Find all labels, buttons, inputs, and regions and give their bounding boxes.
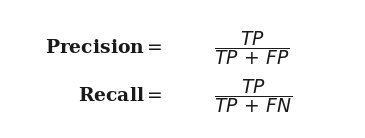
Text: Recall$=$: Recall$=$ bbox=[78, 87, 163, 105]
Text: $\dfrac{\mathit{TP}}{\mathit{TP}\,+\,\mathit{FN}}$: $\dfrac{\mathit{TP}}{\mathit{TP}\,+\,\ma… bbox=[214, 77, 293, 115]
Text: $\dfrac{\mathit{TP}}{\mathit{TP}\,+\,\mathit{FP}}$: $\dfrac{\mathit{TP}}{\mathit{TP}\,+\,\ma… bbox=[214, 30, 290, 67]
Text: Precision$=$: Precision$=$ bbox=[45, 39, 163, 57]
